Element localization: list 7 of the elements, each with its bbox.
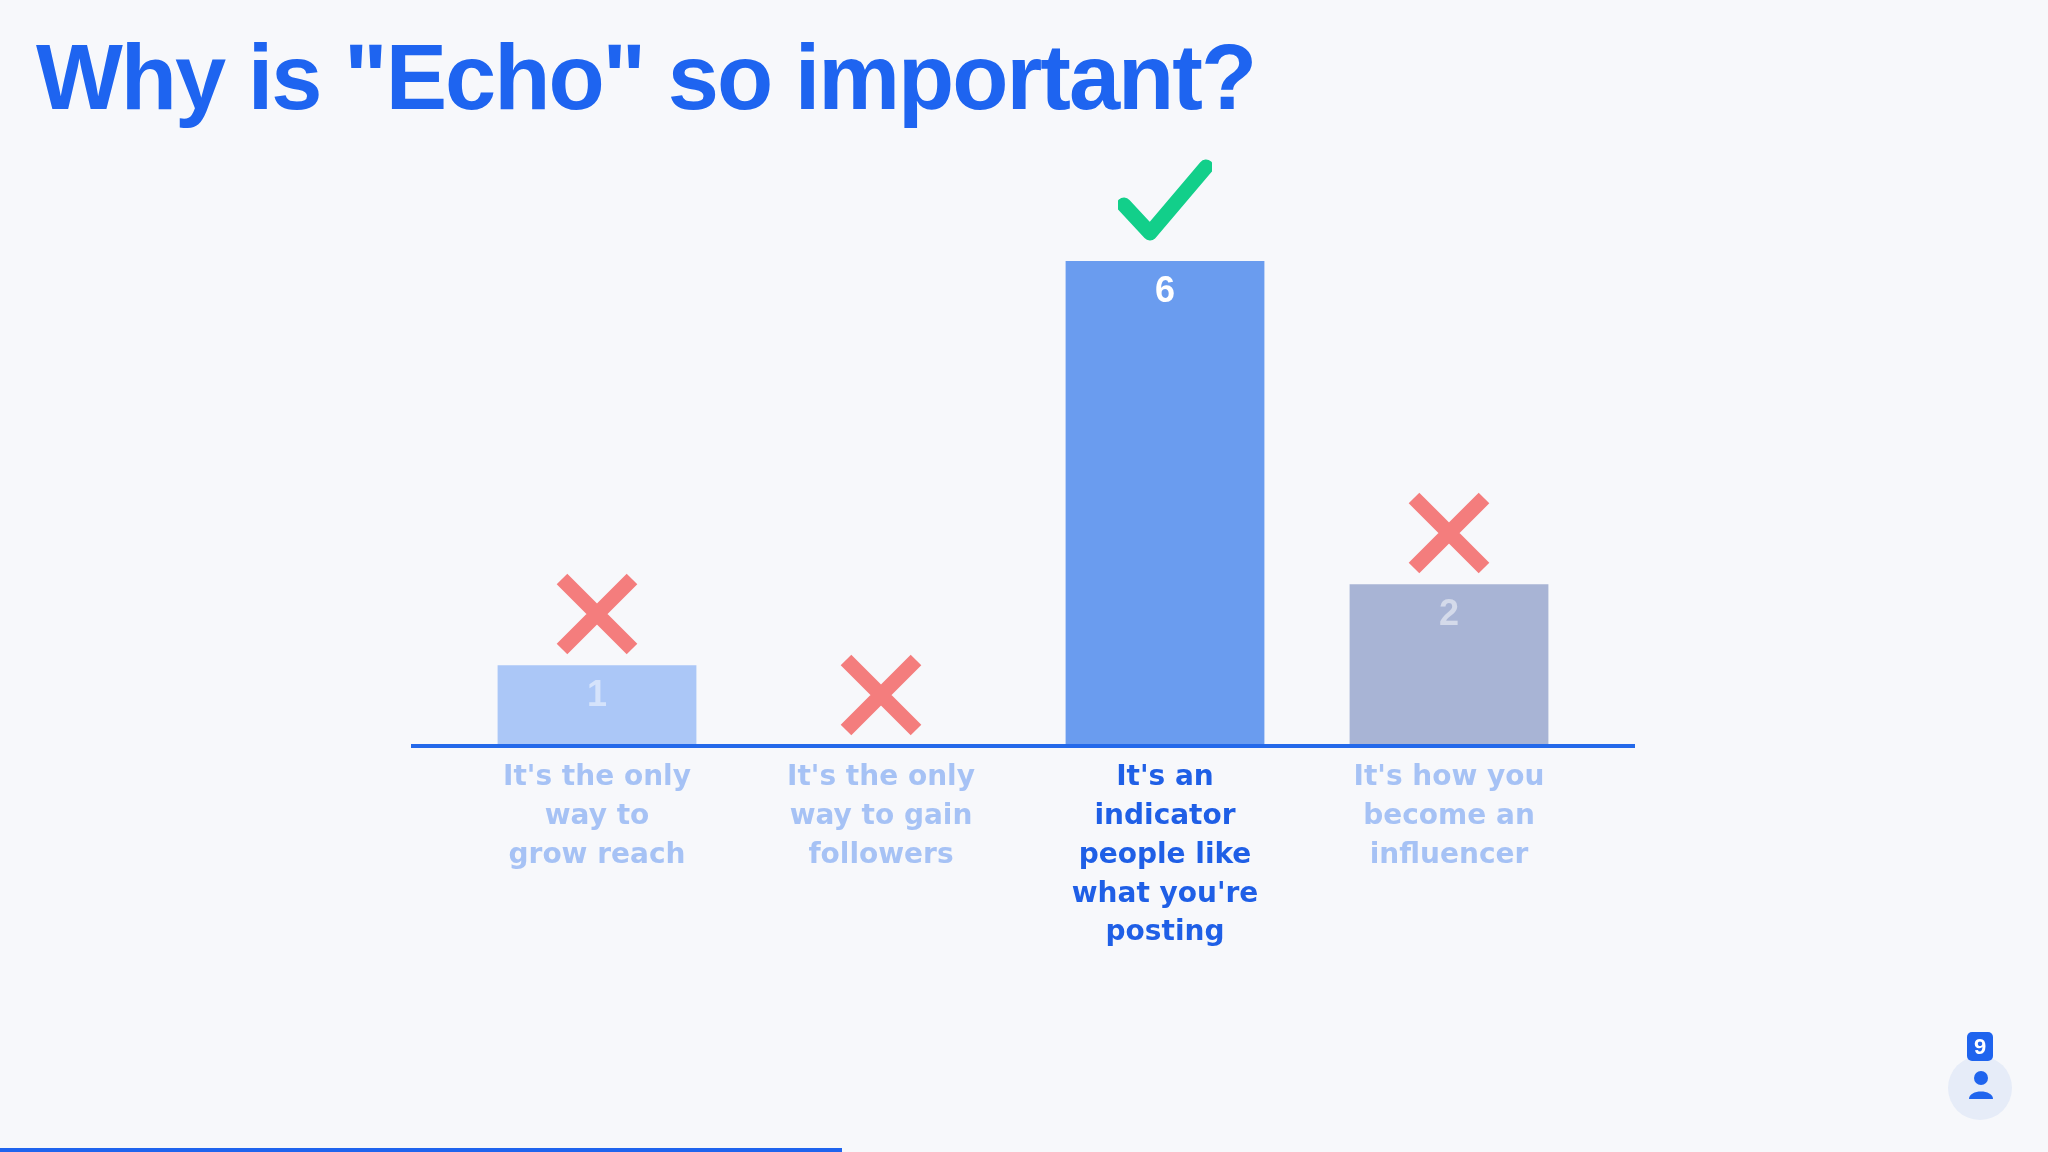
- x-tick-label: It's the only way to gain followers: [787, 758, 975, 870]
- x-tick-label: It's the only way to grow reach: [503, 758, 691, 870]
- x-tick-label: It's an indicator people like what you're posting: [1071, 758, 1259, 948]
- data-label: 6: [1154, 268, 1176, 310]
- text: 9: [1967, 1032, 1993, 1061]
- x-tick-label: It's how you become an influencer: [1353, 758, 1545, 870]
- chart-title: Why is "Echo" so important?: [36, 25, 1256, 130]
